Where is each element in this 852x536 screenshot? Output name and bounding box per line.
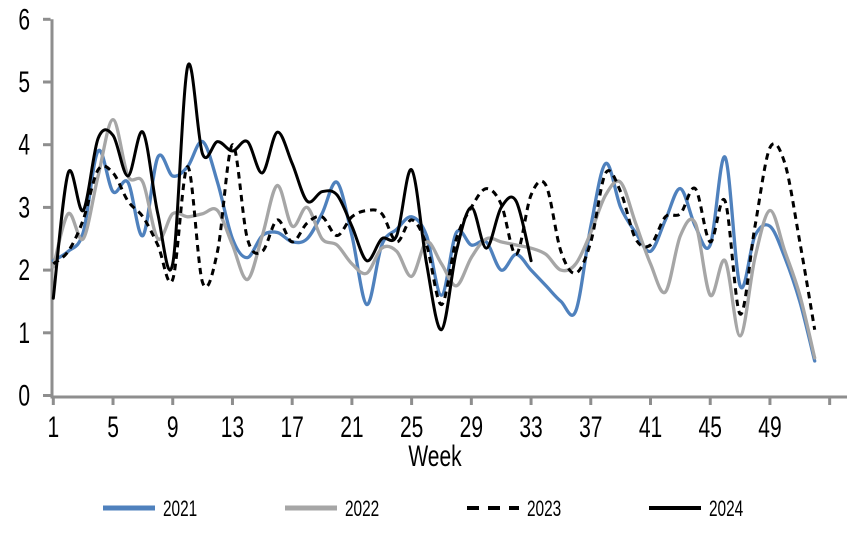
x-axis-tick-labels: 1 5 9 13 17 21 25 29 33 37 41 45 49 xyxy=(47,412,781,444)
x-tick-label: 17 xyxy=(281,412,304,444)
x-tick-label: 25 xyxy=(400,412,423,444)
x-tick-label: 49 xyxy=(758,412,781,444)
x-tick-label: 45 xyxy=(699,412,722,444)
series-line-2022 xyxy=(51,117,817,360)
x-axis-title: Week xyxy=(408,441,461,473)
x-tick-label: 41 xyxy=(639,412,662,444)
x-tick-label: 21 xyxy=(340,412,363,444)
legend-item-2024[interactable]: 2024 xyxy=(649,497,743,522)
x-tick-label: 5 xyxy=(107,412,119,444)
y-tick-label: 0 xyxy=(18,380,30,412)
x-tick-label: 13 xyxy=(221,412,244,444)
legend-item-2022[interactable]: 2022 xyxy=(285,497,379,522)
y-tick-label: 5 xyxy=(18,67,30,99)
y-tick-label: 4 xyxy=(18,129,30,161)
legend-item-2023[interactable]: 2023 xyxy=(467,497,561,522)
x-tick-label: 37 xyxy=(579,412,602,444)
series-lines xyxy=(51,62,817,363)
y-tick-label: 6 xyxy=(18,4,30,36)
legend: 2021 2022 2023 2024 xyxy=(103,497,743,522)
x-tick-label: 9 xyxy=(167,412,179,444)
x-tick-label: 33 xyxy=(519,412,542,444)
legend-label-2022: 2022 xyxy=(345,497,379,521)
legend-label-2023: 2023 xyxy=(527,497,561,521)
legend-label-2021: 2021 xyxy=(163,497,197,521)
y-tick-label: 1 xyxy=(18,317,30,349)
series-line-2023 xyxy=(52,142,817,330)
axes xyxy=(43,17,847,405)
series-line-2024 xyxy=(51,62,533,332)
x-tick-label: 29 xyxy=(460,412,483,444)
legend-item-2021[interactable]: 2021 xyxy=(103,497,197,522)
y-axis-tick-labels: 0 1 2 3 4 5 6 xyxy=(18,4,30,413)
y-tick-label: 3 xyxy=(18,192,30,224)
x-tick-label: 1 xyxy=(47,412,59,444)
legend-label-2024: 2024 xyxy=(709,497,743,521)
y-tick-label: 2 xyxy=(18,255,30,287)
